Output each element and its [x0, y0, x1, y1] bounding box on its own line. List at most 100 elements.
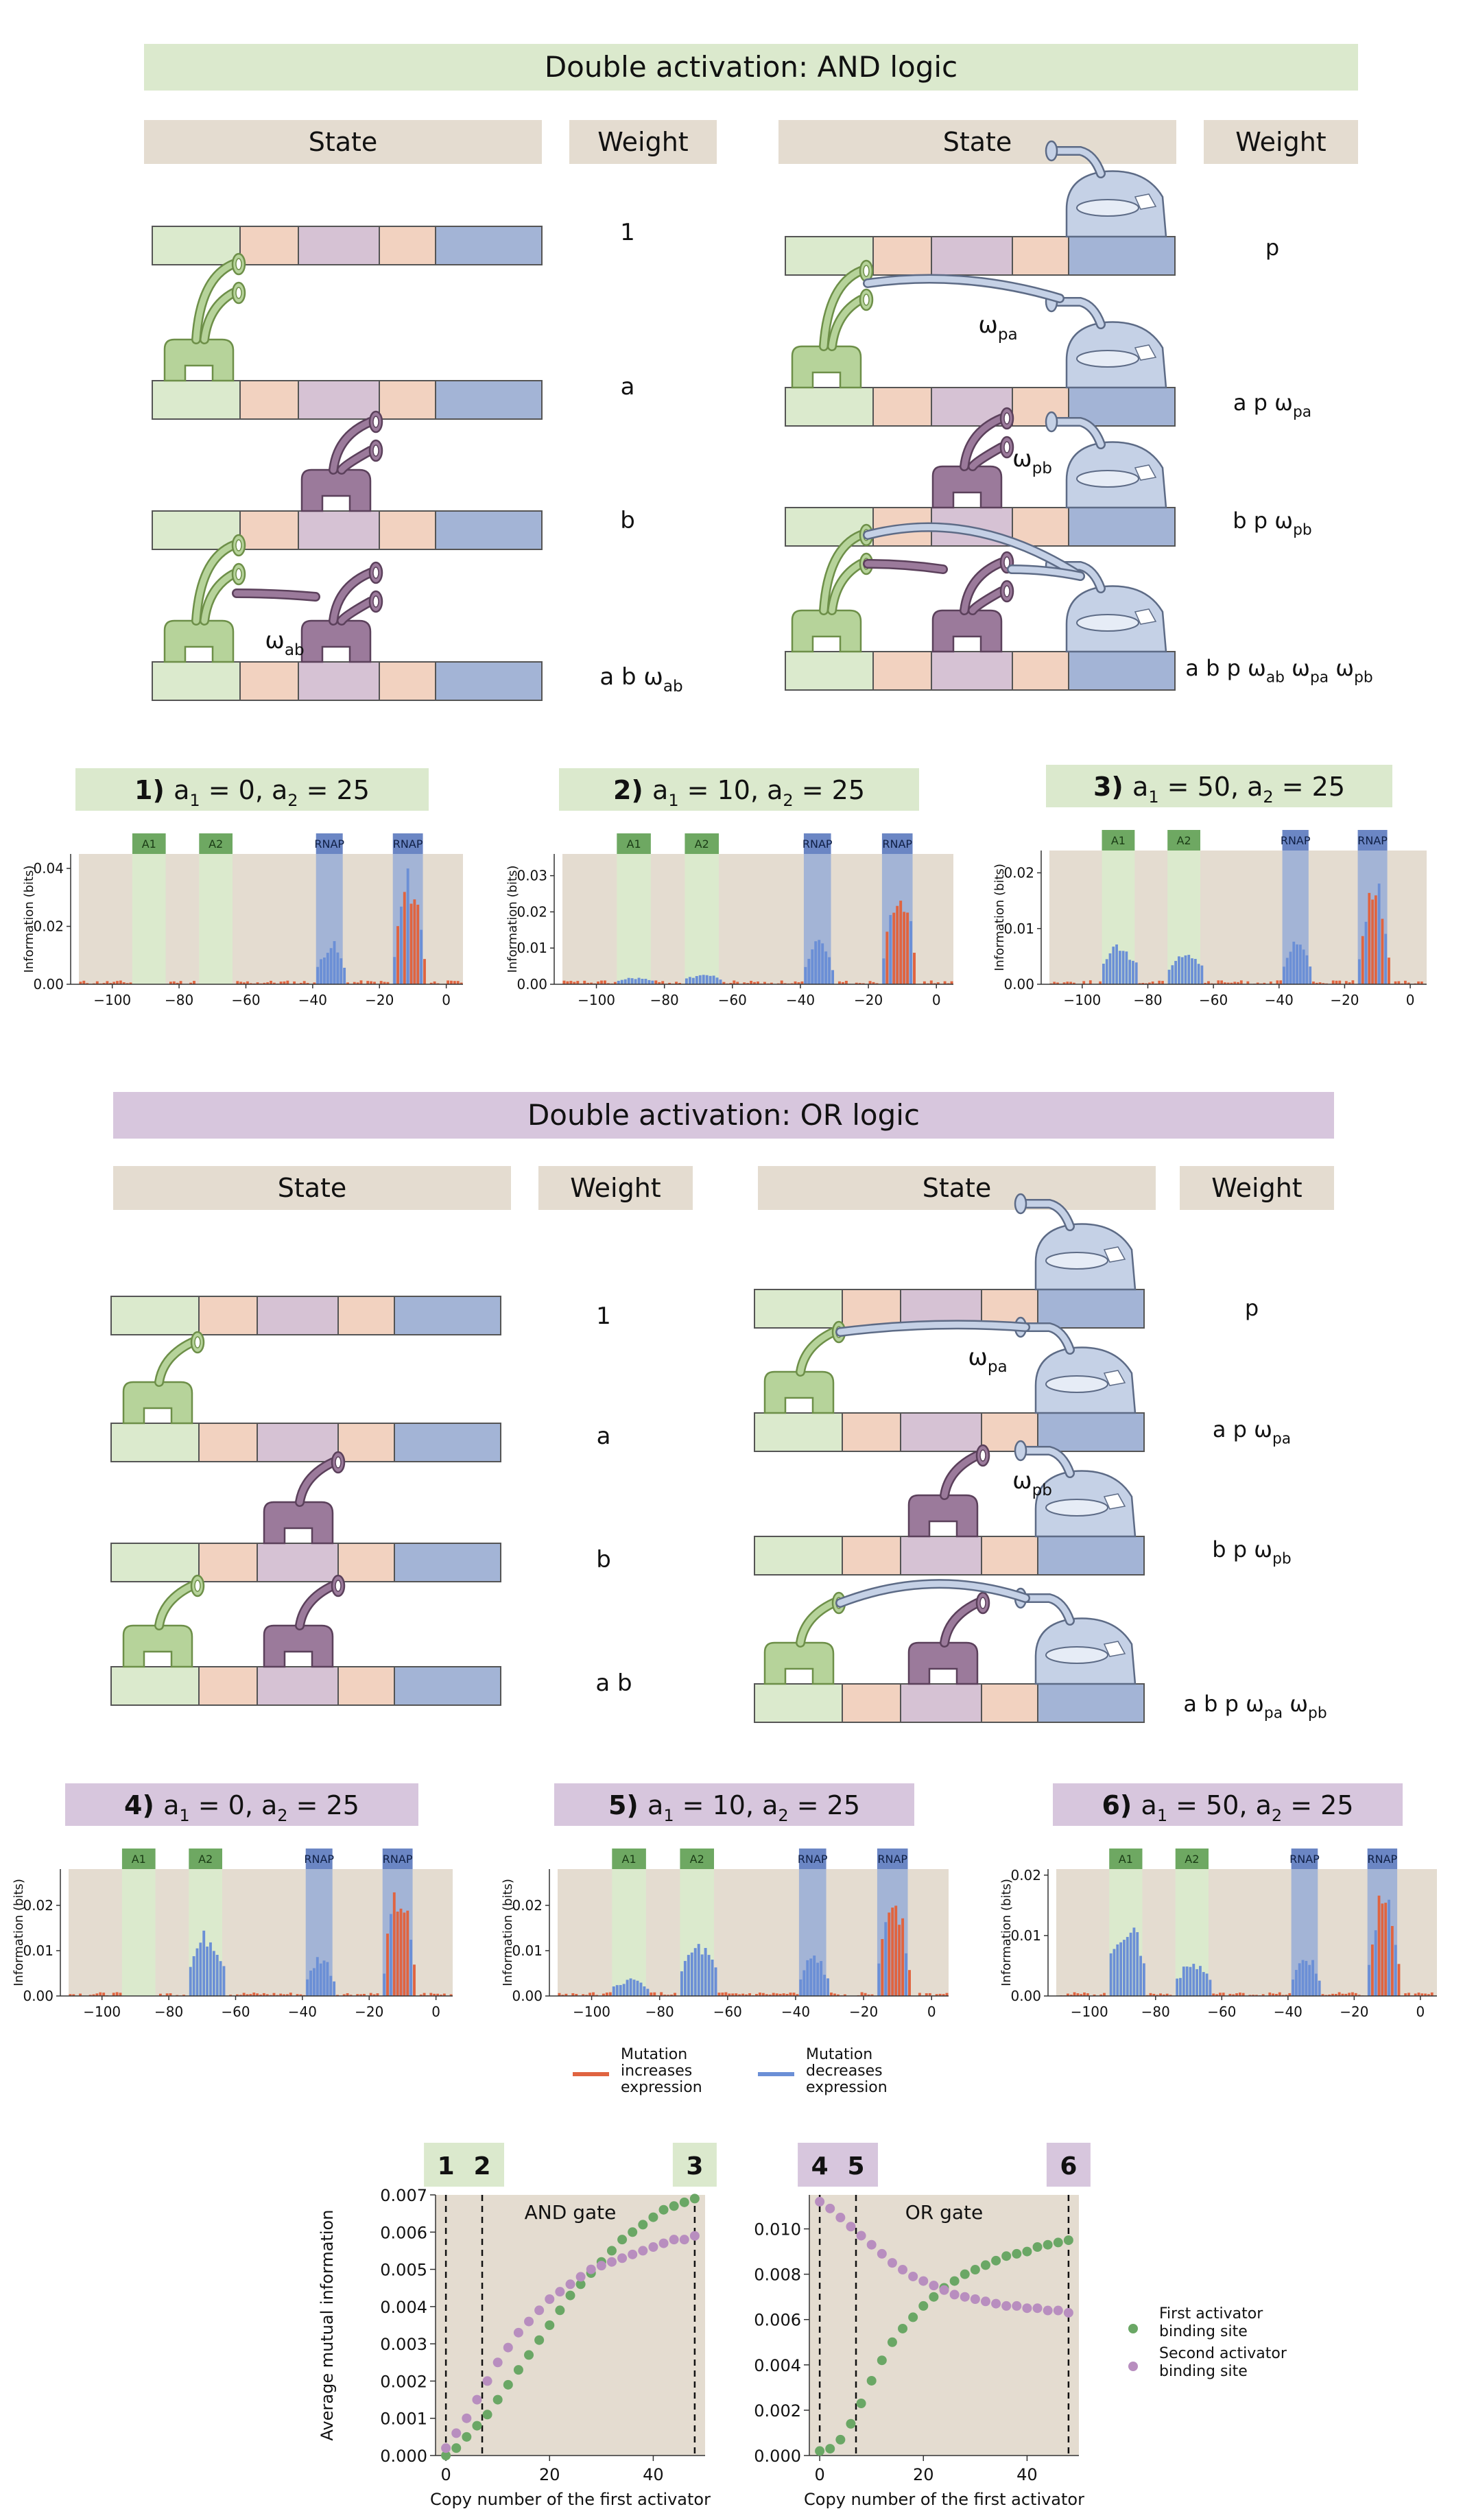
site-label-band	[877, 1849, 908, 1869]
info-bar	[807, 958, 811, 984]
rnap-site	[1037, 1412, 1145, 1452]
rnap-site	[435, 226, 543, 265]
info-bar	[1348, 982, 1351, 984]
info-bar	[212, 1951, 215, 1996]
y-axis-label: Information (bits)	[999, 1879, 1014, 1986]
info-bar	[735, 1993, 738, 1996]
or-state-p	[754, 1193, 1145, 1329]
info-bar	[86, 983, 89, 984]
info-bar	[1305, 1960, 1308, 1996]
activator-body	[791, 609, 862, 653]
info-bar	[270, 980, 272, 984]
mutation-legend: MutationincreasesexpressionMutationdecre…	[573, 2046, 888, 2096]
data-point	[846, 2222, 856, 2232]
info-bar	[1189, 1966, 1192, 1996]
site-label-box: RNAP	[877, 1849, 908, 1869]
activator-2-site	[298, 510, 380, 550]
info-bars	[1049, 883, 1427, 984]
marker-box-band	[834, 2143, 879, 2187]
spacer-1	[198, 1543, 258, 1582]
info-bar	[1388, 1899, 1390, 1996]
data-point	[503, 2342, 513, 2353]
data-point	[887, 2337, 897, 2347]
column-header: Weight	[1180, 1166, 1334, 1210]
y-tick-label: 0.00	[516, 976, 547, 992]
or-state-abp	[754, 1579, 1145, 1723]
data-point	[628, 2227, 638, 2237]
info-bar	[1351, 1992, 1354, 1996]
chart-x-axis-label: Copy number of the first activator	[804, 2490, 1084, 2509]
info-bar	[1056, 982, 1059, 984]
info-bar	[343, 967, 346, 984]
site-label-band	[316, 833, 343, 854]
info-bar	[1321, 1994, 1324, 1996]
rnap-stalk-fill	[1049, 147, 1104, 177]
x-tick-label: −80	[1141, 2004, 1170, 2020]
rnap-groove	[1076, 614, 1139, 632]
activator-head-inner	[863, 294, 870, 306]
site-label-box: A2	[1175, 1849, 1209, 1869]
info-bar	[861, 983, 865, 984]
info-bar	[583, 980, 586, 984]
info-bar	[1417, 981, 1420, 984]
info-bar	[440, 1995, 442, 1996]
info-bar	[1062, 982, 1066, 984]
info-panel-2: 2) a1 = 10, a2 = 25 A1 A2 RNAP RNAP −100 −80 −6…	[505, 768, 953, 1008]
info-bar	[272, 982, 276, 984]
info-bar	[209, 1942, 212, 1996]
data-point	[679, 2235, 689, 2245]
info-bar	[816, 1962, 820, 1996]
info-bar	[423, 959, 426, 984]
info-bar	[1384, 934, 1388, 984]
info-bar	[1394, 981, 1397, 984]
info-bar	[1344, 1993, 1348, 1996]
info-bar	[119, 1993, 122, 1996]
info-bar	[286, 1994, 289, 1996]
data-point	[980, 2296, 990, 2307]
info-bar	[899, 901, 903, 984]
data-point	[669, 2201, 679, 2211]
info-bar	[1179, 1977, 1182, 1996]
info-bar	[299, 982, 302, 984]
green-activator	[763, 1320, 846, 1414]
info-bar	[1161, 981, 1164, 984]
info-bar	[1116, 1944, 1119, 1996]
data-point	[970, 2265, 980, 2275]
data-point	[929, 2292, 939, 2302]
activator-body	[907, 1494, 979, 1538]
data-point	[534, 2335, 545, 2345]
column-header-band	[569, 120, 717, 164]
info-bar	[449, 1994, 453, 1996]
and-weight-right: a b p ωab​ ωpa​ ωpb​	[1185, 655, 1372, 687]
activator-head-inner	[372, 595, 379, 608]
info-bar	[1200, 965, 1204, 984]
column-header-band	[758, 1166, 1156, 1210]
site-label-box: RNAP	[798, 1849, 828, 1869]
activator-2-site	[257, 1543, 339, 1582]
purple-activator	[931, 407, 1014, 509]
info-bar	[1288, 1993, 1292, 1996]
info-bar	[1334, 1994, 1337, 1996]
info-bar	[1230, 982, 1233, 984]
info-bar	[1076, 1993, 1080, 1996]
info-bar	[1348, 1993, 1351, 1996]
info-bar	[242, 1993, 246, 1996]
info-bar	[651, 980, 654, 984]
or-weight-left: a	[597, 1423, 611, 1450]
info-bar	[908, 1970, 911, 1996]
y-axis-label: Information (bits)	[505, 866, 520, 973]
x-tick-label: −100	[578, 992, 615, 1008]
data-point	[565, 2279, 575, 2290]
info-bar	[1123, 1940, 1126, 1996]
info-bar	[867, 1994, 870, 1996]
info-bar	[1191, 958, 1193, 984]
info-bar	[1228, 1993, 1232, 1996]
info-bar	[392, 1892, 396, 1996]
y-tick-label: 0.04	[33, 860, 64, 877]
info-bar	[1205, 1973, 1209, 1996]
info-bar	[293, 981, 296, 984]
x-tick-label: −20	[1340, 2004, 1368, 2020]
and-weight-left: a b ωab​	[599, 663, 682, 696]
or-weight-left: a b	[595, 1669, 632, 1697]
spacer-1	[842, 1412, 901, 1452]
